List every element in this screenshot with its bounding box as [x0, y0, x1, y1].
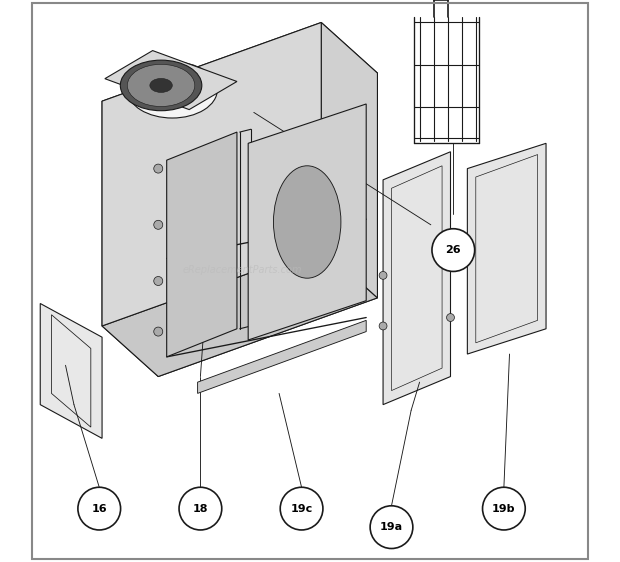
Polygon shape — [248, 104, 366, 340]
Polygon shape — [383, 152, 451, 405]
Circle shape — [154, 164, 163, 173]
Circle shape — [154, 327, 163, 336]
Ellipse shape — [127, 65, 195, 107]
Text: eReplacementParts.com: eReplacementParts.com — [183, 265, 303, 275]
Polygon shape — [102, 247, 378, 377]
Circle shape — [179, 487, 222, 530]
Polygon shape — [467, 143, 546, 354]
Ellipse shape — [127, 62, 217, 118]
Circle shape — [379, 322, 387, 330]
Text: 19b: 19b — [492, 504, 516, 514]
Circle shape — [78, 487, 121, 530]
Ellipse shape — [150, 79, 172, 93]
Text: 19a: 19a — [380, 522, 403, 532]
Circle shape — [154, 220, 163, 229]
Text: 26: 26 — [446, 245, 461, 255]
Polygon shape — [102, 22, 321, 326]
Polygon shape — [105, 51, 237, 110]
Polygon shape — [40, 303, 102, 438]
Polygon shape — [158, 73, 378, 377]
Circle shape — [432, 229, 475, 271]
Circle shape — [446, 263, 454, 271]
Polygon shape — [198, 320, 366, 393]
Polygon shape — [167, 132, 237, 357]
Polygon shape — [102, 101, 158, 377]
Circle shape — [379, 271, 387, 279]
Text: 18: 18 — [193, 504, 208, 514]
Polygon shape — [321, 22, 378, 298]
Circle shape — [280, 487, 323, 530]
Circle shape — [482, 487, 525, 530]
Text: 16: 16 — [91, 504, 107, 514]
Text: 19c: 19c — [290, 504, 312, 514]
Circle shape — [446, 314, 454, 321]
Circle shape — [154, 277, 163, 285]
Circle shape — [370, 506, 413, 549]
Polygon shape — [102, 22, 378, 152]
Ellipse shape — [273, 166, 341, 278]
Ellipse shape — [120, 60, 202, 111]
